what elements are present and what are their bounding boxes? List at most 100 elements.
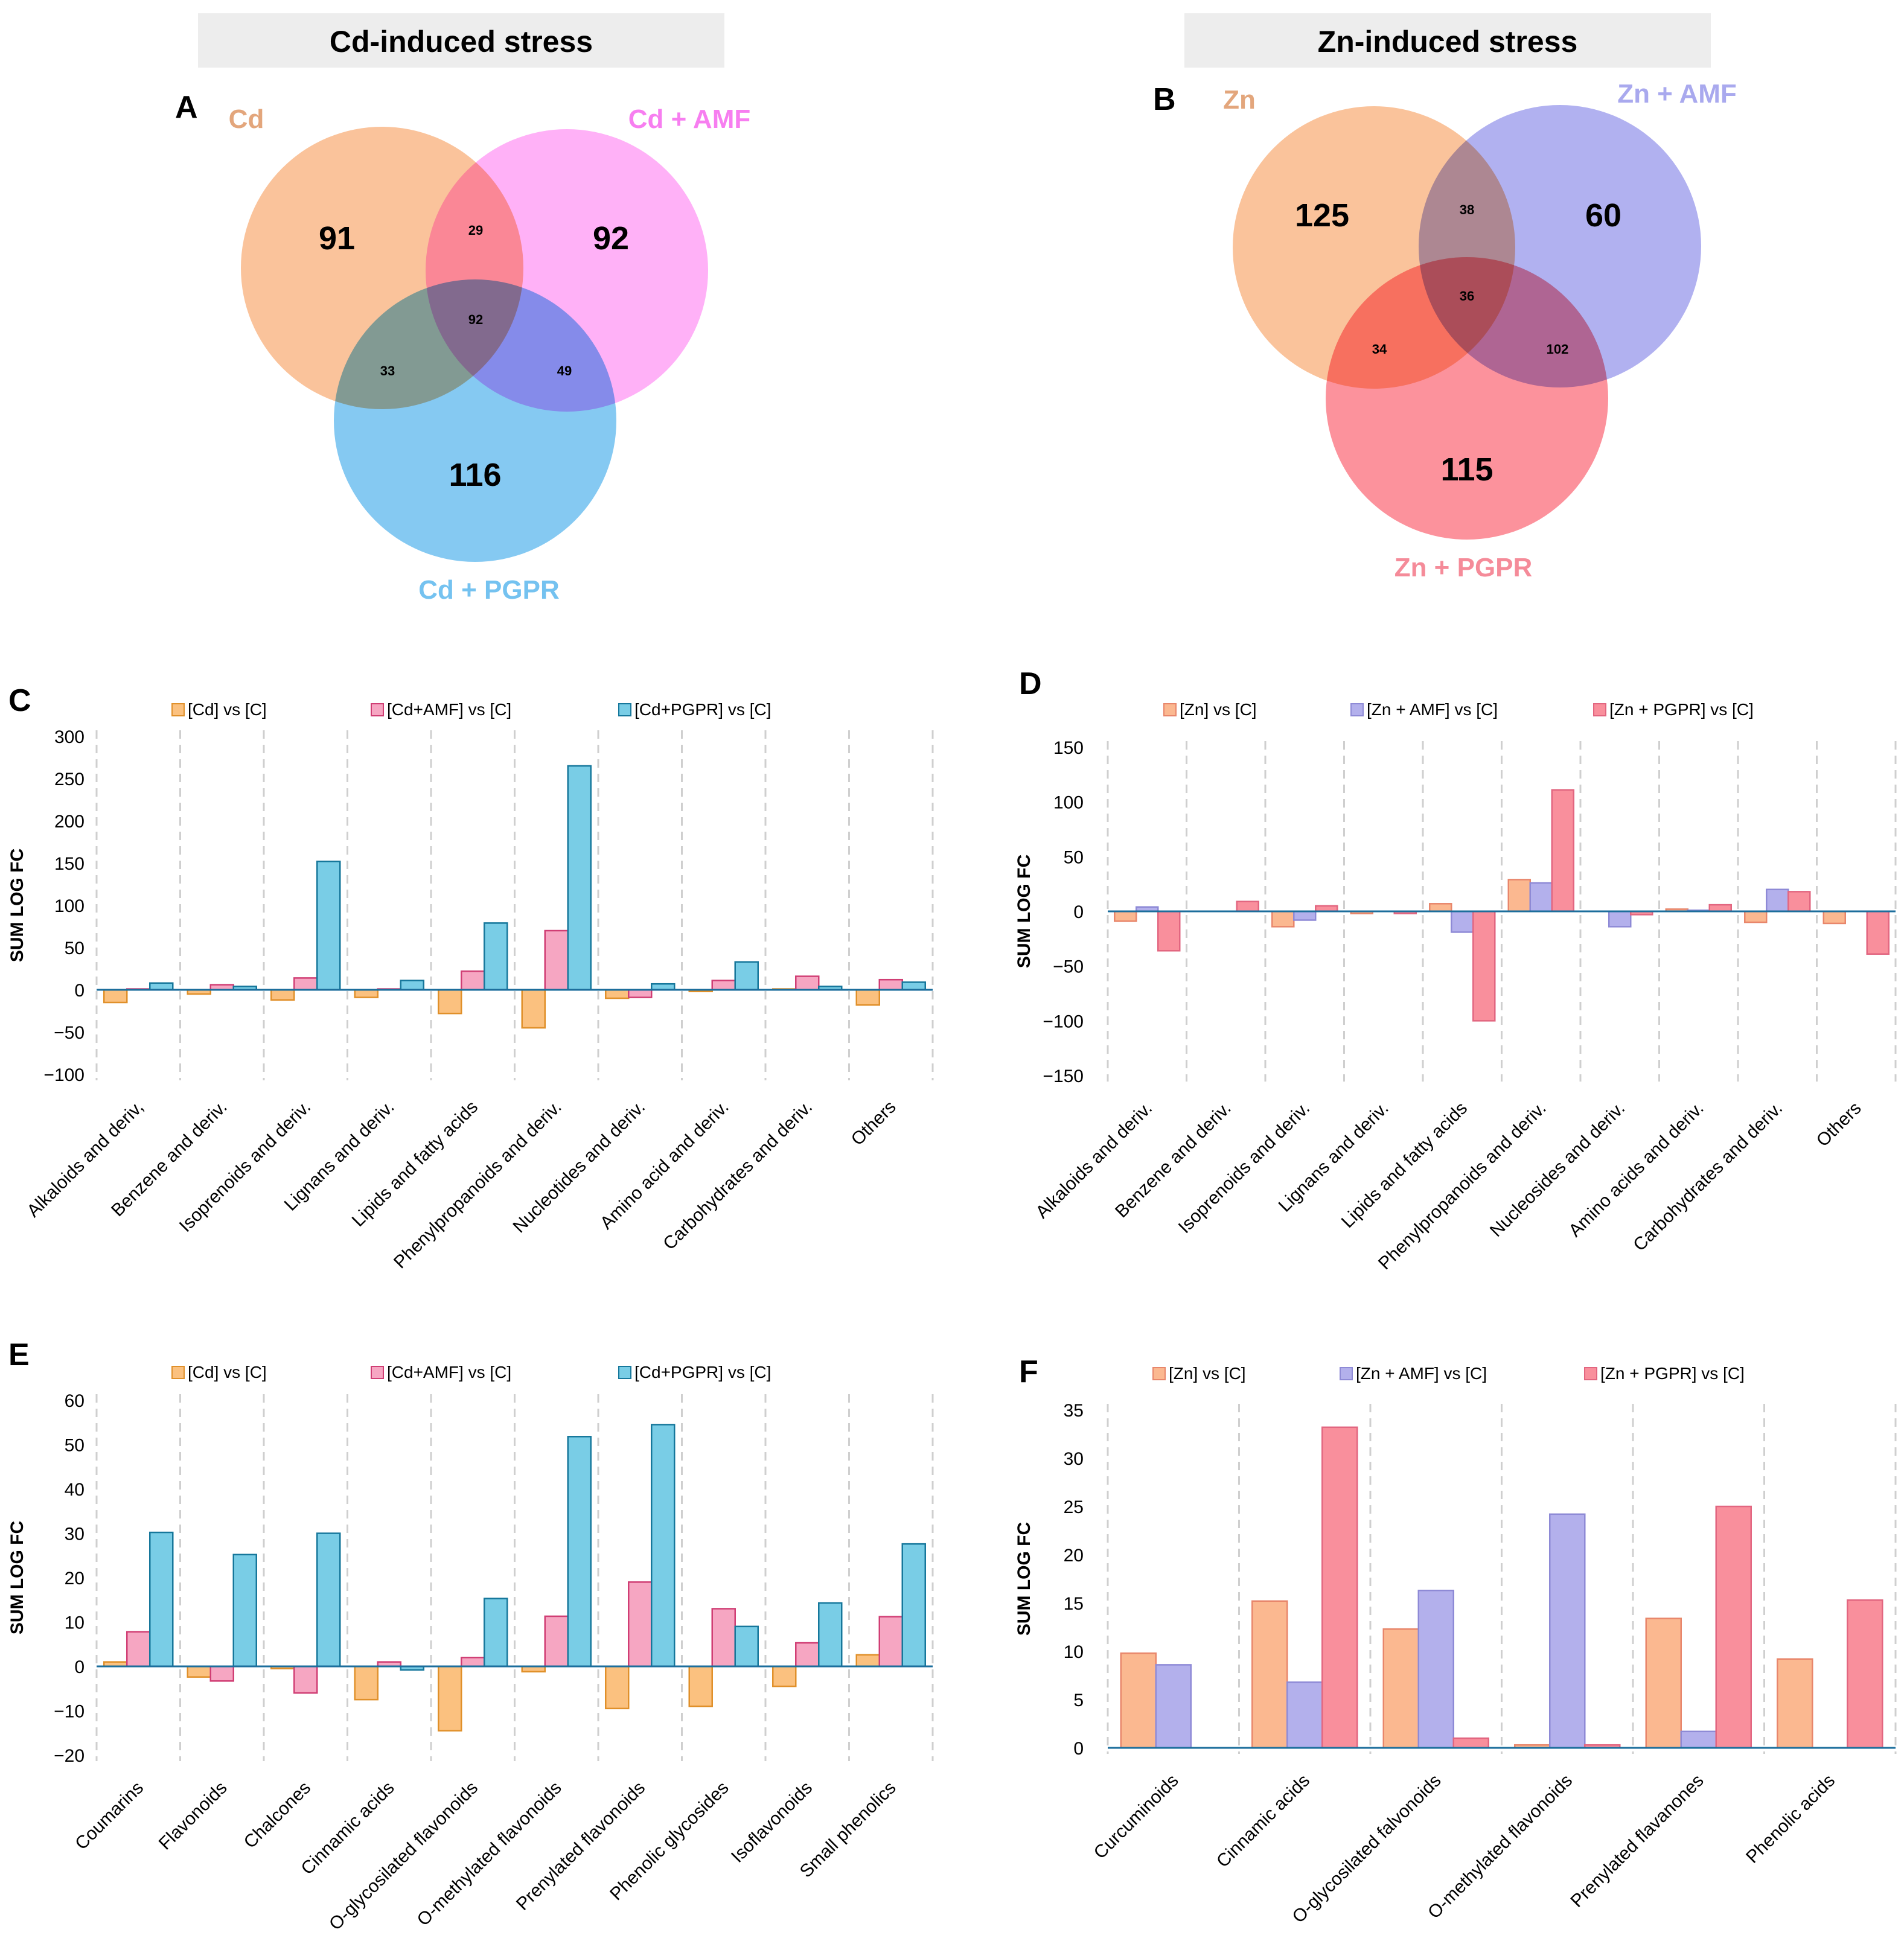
- venn-cd: Cd Cd + AMF Cd + PGPR 91 92 116 29 33 49…: [229, 104, 751, 605]
- y-tick-label: −100: [1043, 1012, 1084, 1031]
- venn-zn-label-zn-amf: Zn + AMF: [1617, 79, 1737, 109]
- y-tick-label: 35: [1064, 1401, 1084, 1421]
- y-tick-label: 0: [74, 1657, 85, 1677]
- bar: [1549, 1513, 1586, 1749]
- venn-zn-count-only-pgpr: 115: [1440, 451, 1493, 488]
- y-tick-label: 0: [1073, 1739, 1084, 1759]
- venn-cd-count-cd-amf: 29: [468, 223, 483, 238]
- venn-cd-count-all: 92: [468, 312, 483, 327]
- y-tick-label: 50: [65, 1436, 85, 1456]
- venn-cd-label-cd-amf: Cd + AMF: [628, 104, 750, 134]
- legend-label: [Zn] vs [C]: [1169, 1364, 1246, 1383]
- bar: [855, 989, 880, 1006]
- venn-zn-count-all: 36: [1460, 288, 1474, 304]
- venn-cd-count-amf-pgpr: 49: [557, 363, 572, 378]
- venn-cd-count-only-amf: 92: [593, 220, 629, 257]
- y-tick-label: 300: [54, 727, 85, 747]
- y-tick-label: 10: [65, 1613, 85, 1633]
- bar: [1866, 910, 1890, 955]
- y-tick-label: 250: [54, 770, 85, 789]
- y-tick-label: 20: [65, 1569, 85, 1589]
- y-tick-label: 50: [1064, 847, 1084, 867]
- legend-label: [Cd+PGPR] vs [C]: [634, 1363, 771, 1382]
- bar: [855, 1654, 880, 1668]
- bar: [1236, 900, 1259, 913]
- bar: [878, 978, 903, 991]
- bar: [1429, 903, 1452, 913]
- venn-cd-count-cd-pgpr: 33: [380, 363, 395, 378]
- y-tick-label: 0: [74, 981, 85, 1001]
- bar: [711, 980, 736, 991]
- bar: [461, 1657, 485, 1668]
- panel-letter-e: E: [8, 1337, 30, 1372]
- bar: [232, 1554, 257, 1668]
- bar: [1251, 1600, 1288, 1749]
- bar: [1271, 910, 1295, 928]
- panel-letter-f: F: [1019, 1354, 1038, 1389]
- bar: [1507, 879, 1531, 913]
- bar: [734, 1625, 759, 1668]
- bar: [1823, 910, 1846, 925]
- bar: [354, 989, 379, 998]
- zn-header-title: Zn-induced stress: [1318, 25, 1578, 59]
- legend-swatch: [1152, 1367, 1166, 1380]
- bar: [567, 1436, 592, 1668]
- legend-swatch: [371, 703, 384, 716]
- bar: [1529, 882, 1553, 913]
- legend-swatch: [371, 1366, 384, 1379]
- legend-swatch: [171, 703, 185, 716]
- bar: [149, 982, 174, 991]
- legend-swatch: [1350, 703, 1364, 716]
- y-axis-label: SUM LOG FC: [7, 1521, 27, 1634]
- venn-zn-count-only-zn: 125: [1295, 197, 1349, 234]
- venn-zn-count-zn-pgpr: 34: [1372, 342, 1387, 357]
- legend-label: [Zn + PGPR] vs [C]: [1609, 700, 1754, 719]
- bar: [605, 989, 630, 999]
- bar: [1766, 888, 1789, 913]
- bar: [734, 961, 759, 991]
- bar: [544, 929, 569, 991]
- bar: [149, 1531, 174, 1668]
- bar: [1286, 1681, 1323, 1749]
- y-tick-label: 200: [54, 812, 85, 832]
- bar: [1744, 910, 1768, 923]
- bar: [1777, 1658, 1813, 1749]
- bar: [878, 1616, 903, 1668]
- bar: [1708, 903, 1732, 913]
- y-tick-label: −50: [54, 1023, 85, 1043]
- y-tick-label: 0: [1073, 902, 1084, 922]
- bar: [354, 1665, 379, 1701]
- bar: [688, 1665, 713, 1707]
- y-axis-label: SUM LOG FC: [7, 849, 27, 962]
- bar: [438, 1665, 462, 1732]
- bar: [628, 989, 653, 998]
- legend-swatch: [1584, 1367, 1597, 1380]
- y-tick-label: 30: [1064, 1449, 1084, 1469]
- bar: [187, 1665, 211, 1678]
- venn-zn-count-only-amf: 60: [1585, 197, 1621, 234]
- bar: [1715, 1505, 1752, 1749]
- bar: [1451, 910, 1474, 933]
- bar: [1680, 1730, 1717, 1749]
- y-axis-label: SUM LOG FC: [1014, 855, 1034, 968]
- bar: [1382, 1628, 1419, 1749]
- y-tick-label: −150: [1043, 1066, 1084, 1086]
- y-tick-label: 100: [1053, 793, 1084, 813]
- cd-header-box: [198, 13, 724, 68]
- bar: [772, 1665, 797, 1687]
- panel-letter-d: D: [1019, 666, 1042, 701]
- venn-zn: Zn Zn + AMF Zn + PGPR 125 60 115 38 34 1…: [1223, 79, 1737, 582]
- bar: [901, 981, 926, 991]
- bar: [901, 1543, 926, 1668]
- y-tick-label: 30: [65, 1525, 85, 1544]
- legend-label: [Zn + PGPR] vs [C]: [1600, 1364, 1745, 1383]
- bar: [293, 1665, 318, 1694]
- bar: [484, 1598, 508, 1668]
- y-tick-label: −10: [54, 1702, 85, 1722]
- bar: [567, 765, 592, 991]
- bar: [400, 980, 424, 991]
- y-tick-label: 10: [1064, 1642, 1084, 1662]
- bar: [438, 989, 462, 1015]
- cd-header-title: Cd-induced stress: [330, 25, 593, 59]
- legend-label: [Cd+AMF] vs [C]: [387, 700, 511, 719]
